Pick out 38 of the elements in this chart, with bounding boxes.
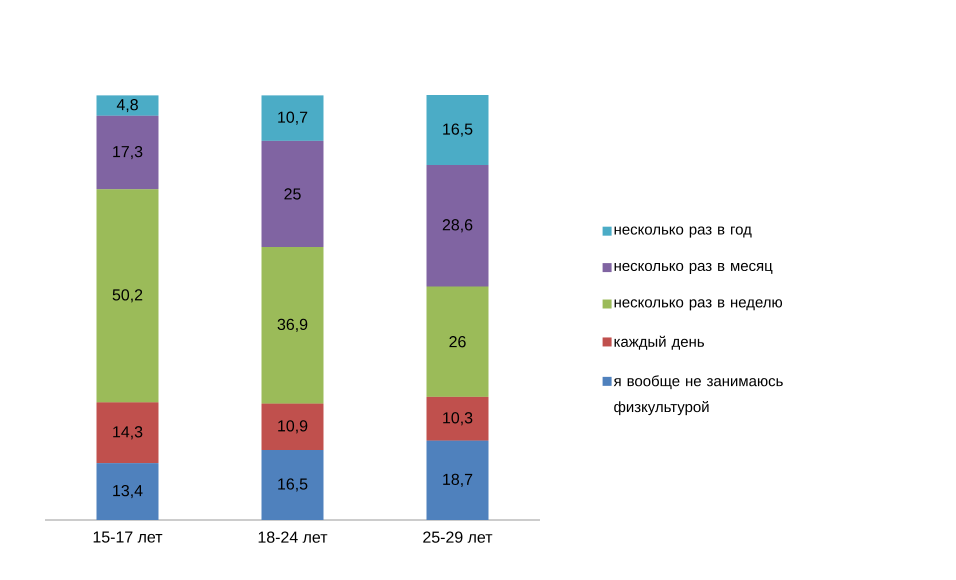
bar [262, 95, 324, 141]
data-label: 16,5 [443, 123, 472, 137]
bar [96, 402, 158, 464]
bar [262, 246, 324, 404]
bar [426, 165, 489, 286]
bar [426, 440, 489, 520]
data-label: 25 [284, 188, 301, 200]
bar [426, 396, 489, 441]
bar [96, 463, 158, 520]
legend-label: несколько раз в год [614, 226, 752, 238]
bar [96, 189, 158, 402]
data-label: 17,3 [113, 146, 142, 160]
data-label: 4,8 [116, 99, 138, 112]
data-label: 26 [449, 336, 466, 348]
bar [96, 116, 158, 190]
data-label: 10,9 [278, 420, 308, 434]
bar [96, 95, 158, 116]
data-label: 14,3 [113, 426, 142, 440]
bar [262, 140, 324, 247]
data-label: 28,6 [442, 219, 472, 232]
data-label: 10,3 [443, 412, 472, 426]
legend-label: я вообще не занимаюсь физкультурой [614, 375, 783, 416]
legend-label: каждый день [614, 336, 704, 350]
legend-label: несколько раз в месяц [614, 262, 772, 274]
bar [426, 94, 489, 166]
data-label: 16,5 [278, 478, 308, 492]
data-label: 13,4 [113, 484, 143, 498]
bar [262, 450, 324, 520]
legend-label: несколько раз в неделю [614, 299, 782, 310]
bar [426, 286, 489, 397]
data-label: 18,7 [443, 474, 472, 487]
data-label: 10,7 [278, 112, 308, 125]
data-label: 50,2 [112, 289, 142, 302]
data-label: 36,9 [278, 318, 308, 332]
x-tick-label: 18-24 лет [258, 532, 328, 543]
bar [262, 404, 324, 450]
x-tick-label: 25-29 лет [423, 532, 492, 543]
x-tick-label: 15-17 лет [94, 532, 162, 543]
